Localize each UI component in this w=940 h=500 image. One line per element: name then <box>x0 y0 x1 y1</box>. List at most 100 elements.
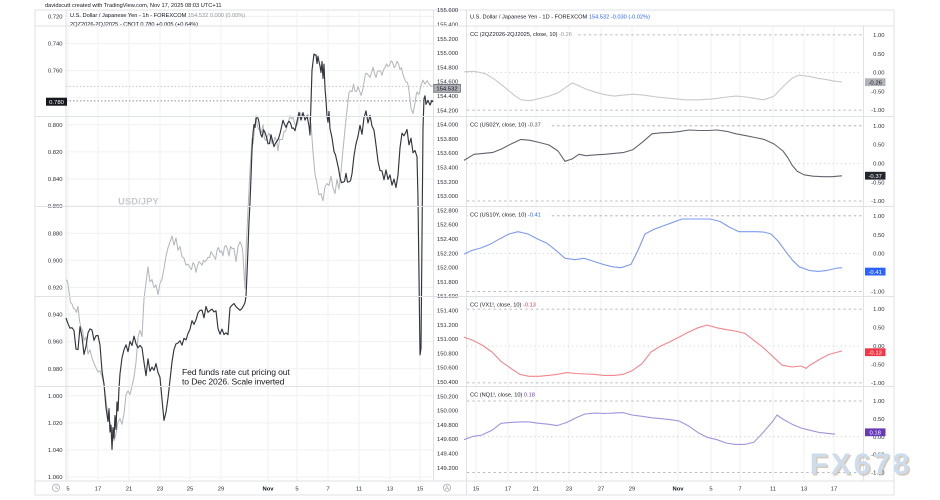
svg-text:149.600: 149.600 <box>437 437 459 443</box>
svg-text:Fed funds rate cut pricing out: Fed funds rate cut pricing out <box>182 367 290 377</box>
svg-text:0.00: 0.00 <box>873 71 885 77</box>
svg-text:5: 5 <box>709 487 712 493</box>
svg-text:17: 17 <box>505 487 512 493</box>
svg-text:0.800: 0.800 <box>48 123 63 129</box>
svg-text:0.880: 0.880 <box>48 231 63 237</box>
svg-text:150.800: 150.800 <box>437 351 459 357</box>
svg-text:-1.00: -1.00 <box>871 471 885 477</box>
svg-text:0.50: 0.50 <box>873 233 885 239</box>
svg-text:-1.00: -1.00 <box>871 199 885 205</box>
svg-text:155.000: 155.000 <box>437 51 459 57</box>
svg-text:151.000: 151.000 <box>437 337 459 343</box>
svg-text:0.00: 0.00 <box>873 162 885 168</box>
svg-text:153.600: 153.600 <box>437 151 459 157</box>
svg-text:0.50: 0.50 <box>873 326 885 332</box>
svg-text:27: 27 <box>598 487 605 493</box>
svg-text:1.00: 1.00 <box>873 124 885 130</box>
svg-text:154.400: 154.400 <box>437 94 459 100</box>
svg-text:155.200: 155.200 <box>437 37 459 43</box>
svg-text:-0.50: -0.50 <box>871 180 885 186</box>
svg-text:21: 21 <box>126 487 133 493</box>
svg-text:152.400: 152.400 <box>437 237 459 243</box>
svg-text:2QZ2026-2QJ2025 - CBOT 0.780: 2QZ2026-2QJ2025 - CBOT 0.780 +0.005 (+0.… <box>70 22 198 28</box>
svg-text:17: 17 <box>831 487 838 493</box>
svg-text:1.000: 1.000 <box>48 394 63 400</box>
svg-text:151.400: 151.400 <box>437 309 459 315</box>
svg-text:150.600: 150.600 <box>437 366 459 372</box>
svg-text:FX678: FX678 <box>810 448 912 481</box>
svg-text:152.600: 152.600 <box>437 223 459 229</box>
svg-text:0.00: 0.00 <box>873 435 885 441</box>
svg-text:CC (VX1!, close, 10) -0.13: CC (VX1!, close, 10) -0.13 <box>470 303 536 309</box>
svg-text:USD/JPY: USD/JPY <box>118 197 159 207</box>
svg-text:davidscutt created with Tradin: davidscutt created with TradingView.com,… <box>45 3 221 9</box>
svg-text:153.800: 153.800 <box>437 137 459 143</box>
svg-text:151.800: 151.800 <box>437 280 459 286</box>
svg-text:0.50: 0.50 <box>873 143 885 149</box>
svg-text:150.000: 150.000 <box>437 409 459 415</box>
svg-text:29: 29 <box>629 487 636 493</box>
svg-text:-1.00: -1.00 <box>871 290 885 296</box>
svg-text:1.00: 1.00 <box>873 307 885 313</box>
svg-text:15: 15 <box>473 487 480 493</box>
svg-text:-0.41: -0.41 <box>868 270 881 276</box>
svg-text:0.920: 0.920 <box>48 286 63 292</box>
svg-text:153.200: 153.200 <box>437 180 459 186</box>
svg-text:152.800: 152.800 <box>437 208 459 214</box>
svg-text:U.S. Dollar / Japanese Yen - 1: U.S. Dollar / Japanese Yen - 1h - FOREXC… <box>70 13 245 19</box>
svg-text:-0.50: -0.50 <box>871 363 885 369</box>
svg-text:154.600: 154.600 <box>437 80 459 86</box>
svg-text:149.200: 149.200 <box>437 466 459 472</box>
svg-text:to Dec 2026. Scale inverted: to Dec 2026. Scale inverted <box>182 376 285 386</box>
svg-text:154.800: 154.800 <box>437 65 459 71</box>
svg-text:153.000: 153.000 <box>437 194 459 200</box>
svg-text:153.400: 153.400 <box>437 166 459 172</box>
svg-text:-0.13: -0.13 <box>868 350 882 356</box>
svg-text:13: 13 <box>801 487 808 493</box>
svg-text:1.060: 1.060 <box>48 475 63 481</box>
svg-text:CC (US02Y, close, 10) -0.37: CC (US02Y, close, 10) -0.37 <box>470 123 541 129</box>
svg-text:21: 21 <box>533 487 540 493</box>
svg-text:15: 15 <box>417 487 424 493</box>
svg-text:CC (US10Y, close, 10) -0.41: CC (US10Y, close, 10) -0.41 <box>470 213 541 219</box>
svg-text:0.900: 0.900 <box>48 258 63 264</box>
svg-text:0.50: 0.50 <box>873 52 885 58</box>
svg-text:FX678: FX678 <box>811 450 913 483</box>
svg-text:-0.26: -0.26 <box>868 80 882 86</box>
svg-text:Nov: Nov <box>672 487 684 493</box>
svg-text:A: A <box>445 486 449 492</box>
svg-text:0.18: 0.18 <box>869 431 881 437</box>
svg-text:17: 17 <box>95 487 102 493</box>
svg-text:Nov: Nov <box>262 487 274 493</box>
svg-text:-0.50: -0.50 <box>871 89 885 95</box>
svg-text:1.040: 1.040 <box>48 448 63 454</box>
svg-text:155.600: 155.600 <box>437 8 459 14</box>
svg-text:7: 7 <box>738 487 741 493</box>
svg-text:154.532: 154.532 <box>436 86 457 92</box>
svg-text:1.00: 1.00 <box>873 399 885 405</box>
svg-text:CC (NQ1!, close, 10) 0.18: CC (NQ1!, close, 10) 0.18 <box>470 393 535 399</box>
svg-text:0.820: 0.820 <box>48 150 63 156</box>
svg-text:5: 5 <box>295 487 298 493</box>
svg-text:-0.50: -0.50 <box>871 453 885 459</box>
svg-text:1.020: 1.020 <box>48 421 63 427</box>
svg-text:151.200: 151.200 <box>437 323 459 329</box>
svg-text:0.760: 0.760 <box>48 69 63 75</box>
svg-text:1.00: 1.00 <box>873 214 885 220</box>
svg-text:0.720: 0.720 <box>48 15 63 21</box>
svg-text:0.840: 0.840 <box>48 177 63 183</box>
svg-text:150.200: 150.200 <box>437 394 459 400</box>
svg-text:-1.00: -1.00 <box>871 381 885 387</box>
svg-text:29: 29 <box>218 487 225 493</box>
svg-text:0.740: 0.740 <box>48 42 63 48</box>
svg-text:1.00: 1.00 <box>873 33 885 39</box>
svg-text:-0.37: -0.37 <box>868 174 881 180</box>
svg-text:25: 25 <box>187 487 194 493</box>
svg-text:0.980: 0.980 <box>48 367 63 373</box>
svg-text:7: 7 <box>326 487 329 493</box>
svg-text:0.00: 0.00 <box>873 252 885 258</box>
svg-text:0.940: 0.940 <box>48 313 63 319</box>
svg-text:5: 5 <box>66 487 69 493</box>
svg-text:154.000: 154.000 <box>437 123 459 129</box>
svg-text:0.860: 0.860 <box>48 204 63 210</box>
